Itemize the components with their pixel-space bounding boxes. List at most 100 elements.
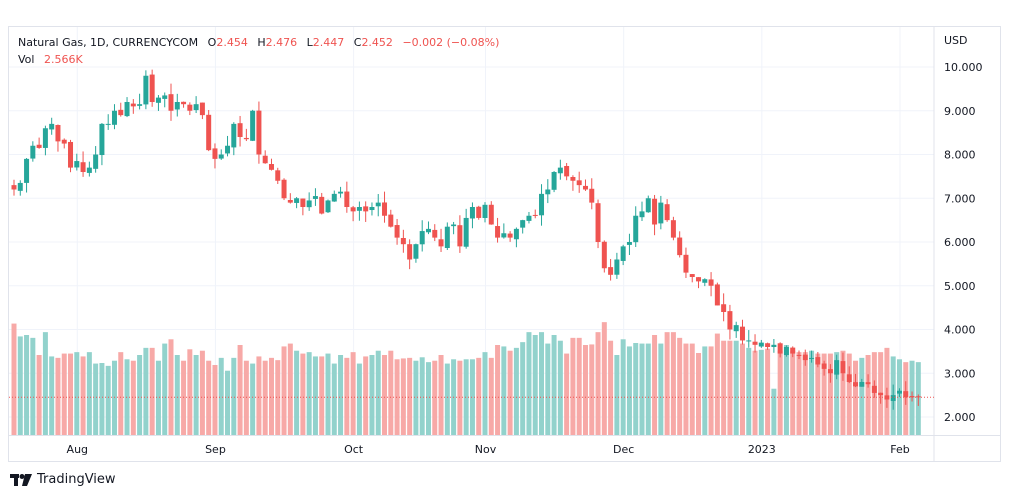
volume-bar <box>137 355 143 435</box>
volume-bar <box>809 350 815 435</box>
volume-bar <box>225 370 231 435</box>
candle-down <box>752 341 758 345</box>
candle-up <box>451 224 457 227</box>
volume-bar <box>212 365 218 435</box>
candle-up <box>294 198 300 203</box>
candle-down <box>80 162 86 172</box>
volume-bar <box>733 340 739 435</box>
volume-bar <box>488 357 494 435</box>
candle-down <box>570 177 576 181</box>
volume-bar <box>620 339 626 435</box>
low-value: 2.447 <box>312 36 345 49</box>
volume-bar <box>231 357 237 435</box>
candle-down <box>739 326 745 341</box>
candle-down <box>727 311 733 330</box>
volume-bar <box>262 360 268 435</box>
candle-down <box>181 101 187 105</box>
candle-down <box>319 196 325 214</box>
volume-bar <box>350 352 356 435</box>
candle-up <box>658 202 664 224</box>
candle-up <box>513 228 519 240</box>
tradingview-logo-icon <box>10 473 32 486</box>
volume-bar <box>714 333 720 435</box>
volume-bar <box>99 363 105 435</box>
y-tick-label: 10.000 <box>944 61 983 74</box>
volume-bar <box>162 343 168 435</box>
volume-bar <box>796 352 802 435</box>
candle-down <box>909 396 915 398</box>
candle-down <box>796 354 802 356</box>
volume-bar <box>840 350 846 435</box>
volume-bar <box>124 359 130 435</box>
volume-bar <box>375 350 381 435</box>
candle-down <box>903 391 909 398</box>
close-label: C <box>353 36 362 49</box>
candle-down <box>300 198 306 207</box>
tradingview-brand[interactable]: TradingView <box>10 472 116 487</box>
volume-bar <box>539 332 545 435</box>
candle-down <box>777 343 783 354</box>
volume-bar <box>86 352 92 435</box>
candle-up <box>482 204 488 218</box>
volume-bar <box>783 345 789 435</box>
candle-down <box>884 395 890 400</box>
candle-up <box>733 325 739 332</box>
volume-bar <box>243 360 249 435</box>
volume-bar <box>363 356 369 435</box>
candle-down <box>268 164 274 170</box>
volume-bar <box>80 356 86 435</box>
volume-bar <box>68 353 74 435</box>
candle-down <box>130 103 136 107</box>
volume-bar <box>683 343 689 435</box>
volume-bar <box>338 355 344 435</box>
volume-bar <box>658 343 664 435</box>
chart-legend: Natural Gas, 1D, CURRENCYCOM O2.454 H2.4… <box>18 34 499 68</box>
currency-label: USD <box>944 34 968 47</box>
x-tick-label: Dec <box>613 443 634 456</box>
volume-bar <box>570 337 576 435</box>
volume-bar <box>331 363 337 435</box>
volume-bar <box>802 352 808 435</box>
volume-bar <box>645 343 651 435</box>
low-label: L <box>306 36 313 49</box>
volume-bar <box>394 359 400 435</box>
y-tick-label: 9.000 <box>944 105 976 118</box>
volume-bar <box>834 352 840 435</box>
volume-bar <box>526 332 532 435</box>
vol-value: 2.566K <box>43 53 83 66</box>
vol-label[interactable]: Vol <box>18 53 35 66</box>
volume-bar <box>846 353 852 435</box>
candle-down <box>256 110 262 155</box>
volume-bar <box>520 342 526 435</box>
volume-bar <box>419 357 425 435</box>
volume-bar <box>790 350 796 435</box>
candle-up <box>463 217 469 247</box>
candle-down <box>696 277 702 282</box>
candle-up <box>30 145 36 159</box>
volume-bar <box>758 349 764 435</box>
candle-down <box>187 104 193 111</box>
candle-down <box>344 191 350 207</box>
volume-bar <box>589 344 595 435</box>
candle-up <box>162 95 168 99</box>
symbol-label[interactable]: Natural Gas, 1D, CURRENCYCOM <box>18 36 199 49</box>
chart-frame <box>8 26 1001 462</box>
candle-up <box>338 191 344 194</box>
candle-down <box>878 392 884 396</box>
volume-bar <box>582 345 588 435</box>
candle-down <box>476 206 482 218</box>
volume-bar <box>312 356 318 435</box>
candle-down <box>821 363 827 369</box>
candle-down <box>394 225 400 238</box>
close-value: 2.452 <box>361 36 393 49</box>
x-tick-label: 2023 <box>748 443 776 456</box>
volume-bar <box>608 340 614 435</box>
volume-bar <box>155 360 161 435</box>
candle-down <box>601 241 607 269</box>
candle-down <box>206 114 212 151</box>
candle-down <box>708 279 714 286</box>
candle-down <box>118 109 124 116</box>
volume-bar <box>476 357 482 435</box>
volume-bar <box>752 350 758 435</box>
